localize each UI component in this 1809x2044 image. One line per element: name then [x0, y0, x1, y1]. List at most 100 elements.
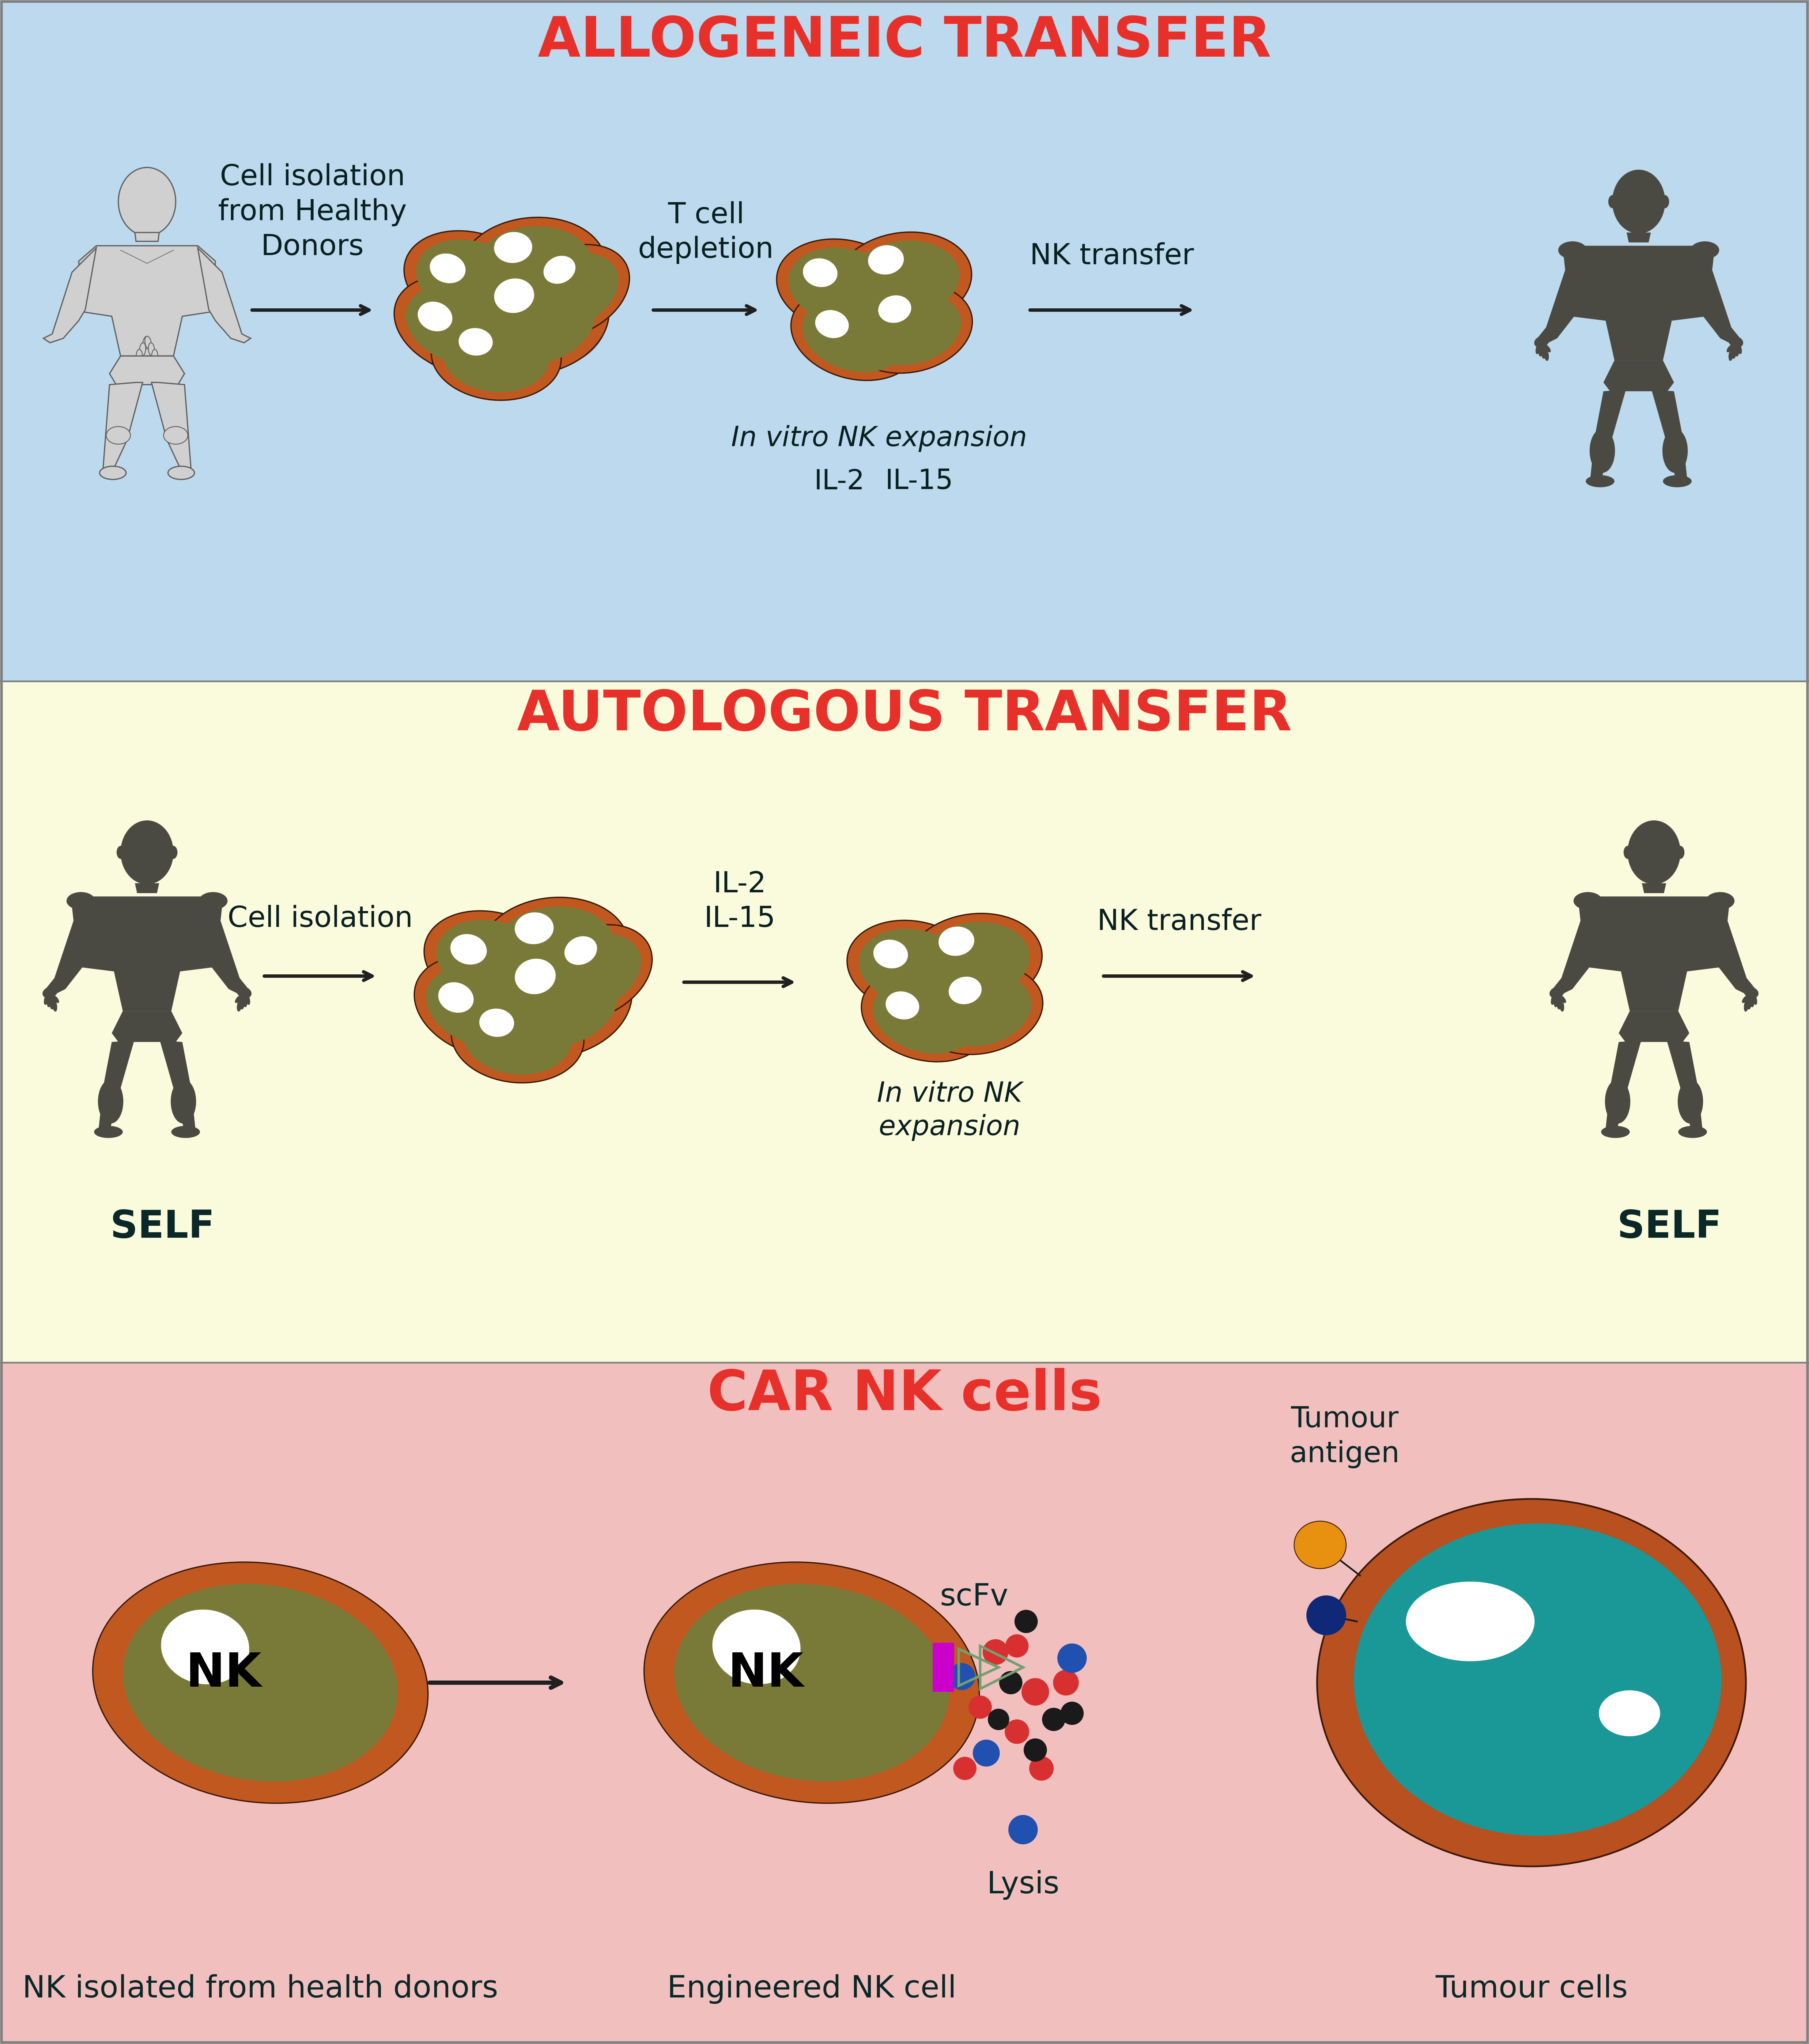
Ellipse shape	[530, 924, 651, 1022]
Ellipse shape	[1662, 429, 1688, 472]
Ellipse shape	[478, 942, 631, 1059]
Text: scFv: scFv	[941, 1582, 1008, 1613]
Ellipse shape	[939, 926, 975, 957]
Ellipse shape	[52, 995, 60, 1004]
Ellipse shape	[1558, 241, 1586, 260]
Ellipse shape	[445, 914, 530, 989]
Ellipse shape	[403, 231, 539, 329]
Ellipse shape	[564, 936, 597, 965]
Ellipse shape	[92, 1562, 429, 1803]
Ellipse shape	[67, 891, 96, 910]
Ellipse shape	[877, 294, 912, 323]
Ellipse shape	[713, 1609, 801, 1684]
Text: Cell isolation
from Healthy
Donors: Cell isolation from Healthy Donors	[219, 164, 407, 262]
Polygon shape	[1552, 899, 1597, 995]
Ellipse shape	[859, 928, 966, 1006]
Ellipse shape	[431, 311, 561, 401]
Ellipse shape	[436, 920, 550, 1002]
Polygon shape	[1606, 1040, 1650, 1130]
Polygon shape	[103, 382, 143, 472]
Ellipse shape	[541, 971, 628, 1049]
Circle shape	[988, 1709, 1009, 1729]
Ellipse shape	[168, 466, 194, 480]
Ellipse shape	[1737, 343, 1742, 354]
Polygon shape	[152, 1040, 195, 1130]
Ellipse shape	[847, 920, 979, 1014]
Polygon shape	[43, 247, 96, 343]
Circle shape	[1022, 1678, 1049, 1705]
Polygon shape	[136, 233, 159, 241]
Ellipse shape	[459, 327, 492, 356]
Ellipse shape	[791, 288, 919, 380]
Polygon shape	[1619, 1012, 1690, 1042]
Text: In vitro NK
expansion: In vitro NK expansion	[877, 1081, 1022, 1141]
Polygon shape	[72, 897, 223, 1012]
Ellipse shape	[1559, 995, 1567, 1004]
Ellipse shape	[848, 241, 959, 319]
Ellipse shape	[1306, 1596, 1346, 1635]
Bar	[933, 1643, 953, 1692]
Ellipse shape	[1605, 1079, 1630, 1124]
Ellipse shape	[118, 168, 175, 235]
Ellipse shape	[409, 292, 510, 376]
Text: NK transfer: NK transfer	[1029, 241, 1194, 270]
Ellipse shape	[172, 1126, 201, 1139]
Ellipse shape	[237, 1000, 242, 1012]
Polygon shape	[98, 1040, 143, 1130]
Text: SELF: SELF	[110, 1208, 215, 1245]
Ellipse shape	[443, 253, 537, 331]
Ellipse shape	[150, 356, 157, 370]
Ellipse shape	[928, 973, 1031, 1047]
Ellipse shape	[99, 466, 127, 480]
Ellipse shape	[431, 975, 532, 1057]
Polygon shape	[1643, 388, 1688, 480]
Polygon shape	[136, 883, 159, 893]
Ellipse shape	[874, 940, 908, 969]
Ellipse shape	[1550, 993, 1556, 1006]
Bar	[0, 681, 1809, 1363]
Ellipse shape	[463, 1000, 572, 1075]
Polygon shape	[45, 899, 90, 995]
Ellipse shape	[803, 296, 906, 372]
Text: Engineered NK cell: Engineered NK cell	[668, 1975, 957, 2003]
Text: AUTOLOGOUS TRANSFER: AUTOLOGOUS TRANSFER	[517, 689, 1292, 742]
Ellipse shape	[1726, 343, 1733, 352]
Ellipse shape	[886, 991, 919, 1020]
Ellipse shape	[235, 995, 242, 1004]
Circle shape	[948, 1664, 975, 1690]
Ellipse shape	[427, 965, 535, 1049]
Circle shape	[973, 1739, 1000, 1766]
Ellipse shape	[1733, 345, 1738, 356]
Ellipse shape	[199, 891, 228, 910]
Ellipse shape	[1608, 194, 1617, 208]
Ellipse shape	[861, 971, 990, 1061]
Ellipse shape	[1599, 1690, 1661, 1735]
Ellipse shape	[1293, 1521, 1346, 1568]
Ellipse shape	[414, 957, 548, 1057]
Ellipse shape	[1628, 820, 1681, 885]
Ellipse shape	[1538, 345, 1543, 356]
Ellipse shape	[239, 997, 244, 1010]
Ellipse shape	[1556, 997, 1561, 1010]
Ellipse shape	[94, 1126, 123, 1139]
Ellipse shape	[145, 335, 152, 350]
Circle shape	[1024, 1737, 1047, 1762]
Ellipse shape	[512, 920, 597, 989]
Ellipse shape	[1353, 1523, 1722, 1836]
Ellipse shape	[148, 343, 154, 356]
Ellipse shape	[481, 897, 628, 1000]
Ellipse shape	[1729, 350, 1733, 362]
Ellipse shape	[1554, 995, 1559, 1008]
Ellipse shape	[1731, 347, 1737, 360]
Ellipse shape	[458, 264, 610, 376]
Polygon shape	[1579, 897, 1729, 1012]
Polygon shape	[1711, 899, 1755, 995]
Ellipse shape	[1612, 170, 1664, 233]
Ellipse shape	[1550, 987, 1565, 997]
Ellipse shape	[1541, 347, 1547, 360]
Ellipse shape	[49, 997, 54, 1010]
Text: NK: NK	[727, 1652, 803, 1697]
Ellipse shape	[1677, 1079, 1702, 1124]
Text: SELF: SELF	[1617, 1208, 1722, 1245]
Bar	[0, 0, 1809, 681]
